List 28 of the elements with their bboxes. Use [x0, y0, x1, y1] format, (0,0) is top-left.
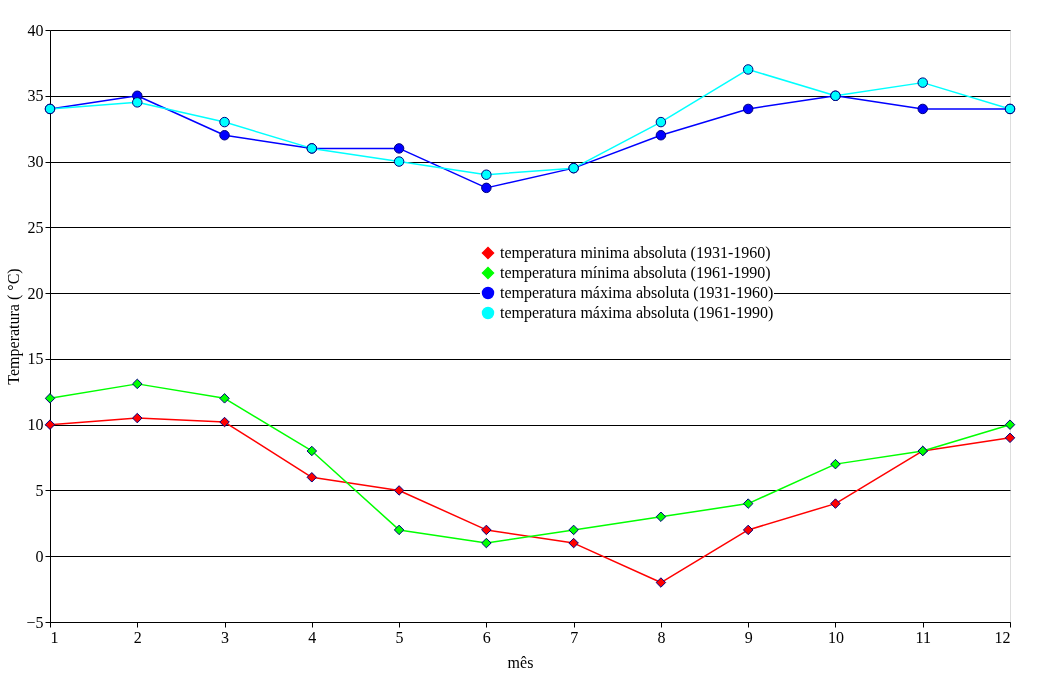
x-tick-label: 12 — [994, 628, 1011, 646]
y-tick-label: 35 — [27, 87, 44, 105]
x-tick-label: 1 — [50, 628, 59, 646]
x-tick-label: 5 — [395, 628, 404, 646]
y-tick-label: 20 — [27, 284, 44, 302]
x-tick-label: 2 — [133, 628, 142, 646]
legend-label: temperatura minima absoluta (1931-1960) — [500, 244, 771, 262]
y-tick-label: 40 — [27, 21, 44, 39]
x-tick-label: 11 — [915, 628, 931, 646]
x-tick-label: 7 — [570, 628, 579, 646]
y-tick-label: 5 — [35, 481, 44, 499]
x-tick-label: 9 — [744, 628, 753, 646]
x-tick-label: 4 — [308, 628, 317, 646]
y-tick-label: 0 — [35, 547, 44, 565]
y-tick-label: 30 — [27, 153, 44, 171]
x-tick-label: 10 — [827, 628, 844, 646]
y-axis-title: Temperatura ( °C) — [5, 268, 24, 385]
x-tick-label: 3 — [221, 628, 230, 646]
x-tick-label: 6 — [482, 628, 491, 646]
legend-label: temperatura mínima absoluta (1961-1990) — [500, 264, 771, 282]
x-tick-label: 8 — [657, 628, 666, 646]
y-tick-label: 10 — [27, 416, 44, 434]
x-axis-title: mês — [507, 653, 534, 671]
y-tick-label: 25 — [27, 218, 44, 236]
legend-label: temperatura máxima absoluta (1961-1990) — [500, 304, 774, 322]
y-tick-label: 15 — [27, 350, 44, 368]
legend-label: temperatura máxima absoluta (1931-1960) — [500, 284, 774, 302]
y-tick-label: −5 — [26, 613, 44, 631]
